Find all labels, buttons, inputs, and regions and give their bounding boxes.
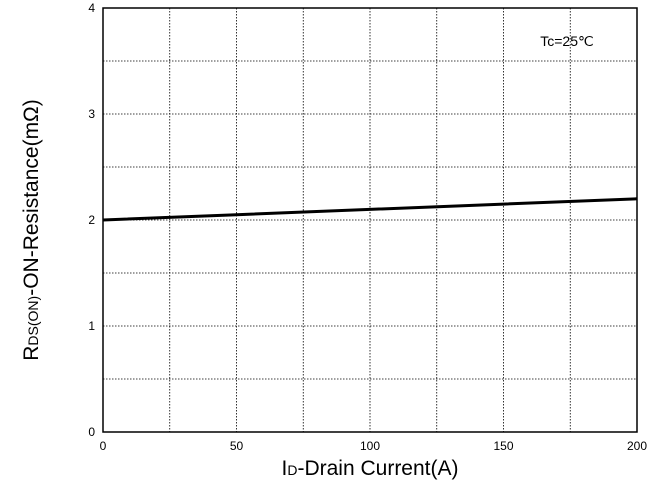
y-tick-label: 4	[88, 1, 95, 15]
y-axis-title-rest: -ON-Resistance(mΩ)	[20, 99, 43, 296]
series-line	[102, 197, 638, 222]
x-axis-title-subscript: D	[287, 462, 297, 478]
x-axis-title-main: I	[282, 457, 288, 480]
x-tick-label: 50	[230, 439, 244, 453]
y-axis-title: RDS(ON)-ON-Resistance(mΩ)	[20, 99, 43, 361]
y-axis-title-main: R	[20, 346, 43, 361]
x-axis-title-rest: -Drain Current(A)	[297, 457, 458, 480]
x-tick-label: 0	[100, 439, 107, 453]
x-tick-labels: 0 50 100 150 200	[100, 439, 648, 453]
x-axis-title: ID-Drain Current(A)	[282, 457, 459, 480]
x-tick-label: 150	[493, 439, 513, 453]
y-tick-label: 1	[88, 319, 95, 333]
y-axis-title-subscript: DS(ON)	[25, 296, 41, 346]
plot-frame	[102, 7, 638, 433]
x-tick-label: 100	[360, 439, 380, 453]
grid	[102, 7, 638, 433]
y-tick-label: 2	[88, 213, 95, 227]
y-tick-labels: 0 1 2 3 4	[88, 1, 95, 439]
x-tick-label: 200	[627, 439, 647, 453]
y-tick-label: 3	[88, 107, 95, 121]
series-layer	[102, 197, 638, 222]
y-tick-label: 0	[88, 425, 95, 439]
temperature-annotation: Tc=25℃	[540, 33, 593, 49]
